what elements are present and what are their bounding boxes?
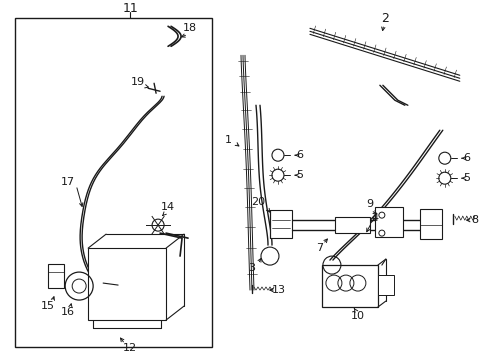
Text: 12: 12 [123,343,137,353]
Text: 1: 1 [224,135,231,145]
Bar [419,209,441,239]
Text: 6: 6 [462,153,469,163]
Bar [48,264,64,288]
Text: 7: 7 [316,243,323,253]
Bar [15,18,212,347]
Text: 11: 11 [122,2,138,15]
Bar [321,265,377,307]
Text: 16: 16 [61,307,75,317]
Text: 6: 6 [296,150,303,160]
Text: 18: 18 [183,23,197,33]
Text: 15: 15 [41,301,55,311]
Bar [334,217,369,233]
Text: 20: 20 [250,197,264,207]
Text: 13: 13 [271,285,285,295]
Text: 9: 9 [366,199,373,209]
Bar [377,275,393,295]
Text: 10: 10 [350,311,364,321]
Text: 8: 8 [470,215,477,225]
Bar [374,207,402,237]
Bar [88,248,166,320]
Text: 2: 2 [380,12,388,25]
Text: 14: 14 [161,202,175,212]
Text: 5: 5 [462,173,469,183]
Text: 19: 19 [131,77,145,87]
Text: 17: 17 [61,177,75,187]
Bar [269,210,291,238]
Text: 3: 3 [248,263,255,273]
Text: 5: 5 [296,170,303,180]
Text: 4: 4 [370,213,378,223]
